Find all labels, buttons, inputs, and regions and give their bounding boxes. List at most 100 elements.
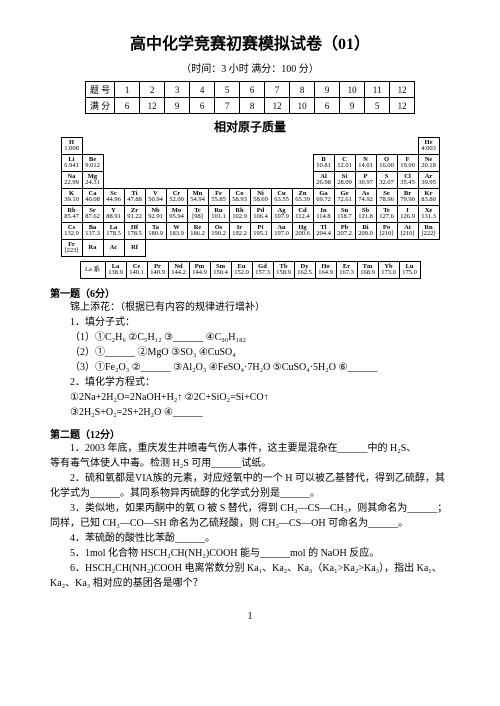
relative-mass-label: 相对原子质量 [50, 118, 450, 135]
score-table: 题 号 1 2 3 4 5 6 7 8 9 10 11 12 满 分 6 12 … [85, 81, 415, 114]
element-cell: Co58.93 [229, 189, 250, 206]
q2-heading: 第二题（12分） [50, 426, 450, 441]
element-cell: Re186.2 [187, 223, 208, 240]
q1-part1-label: 1．填分子式： [70, 315, 450, 330]
q1-eq1: ①2Na+2H₂O=2NaOH+H₂↑ ②2C+SiO₂=Si+CO↑ [70, 390, 450, 405]
element-cell: Eu152.0 [231, 262, 252, 279]
q2-p3b: 同样，已知 CH₃—CO—SH 命名为乙硫羟酸，则 CH₃—CS—OH 可命名为… [50, 516, 450, 531]
q2-p5: 5．1mol 化合物 HSCH₂CH(NH₂)COOH 能与______mol … [50, 546, 450, 561]
q2-p2b: 化学式为______。其同系物异丙硫醇的化学式分别是______。 [50, 486, 450, 501]
element-cell: Tl204.4 [313, 223, 334, 240]
element-cell: At[210] [397, 223, 418, 240]
element-cell: Pd106.4 [250, 206, 271, 223]
element-cell: Te127.6 [376, 206, 397, 223]
element-cell: Sc44.96 [103, 189, 124, 206]
element-cell: Kr83.80 [418, 189, 439, 206]
element-cell: Br79.90 [397, 189, 418, 206]
cell: 8 [240, 98, 265, 114]
cell: 8 [290, 82, 315, 98]
element-cell: Ra [82, 240, 103, 257]
page-number: 1 [50, 611, 450, 622]
lanth-row: La 系La138.9Ce140.1Pr140.9Nd144.2Pm144.9S… [80, 262, 420, 279]
element-cell: Sn118.7 [334, 206, 355, 223]
cell: 12 [140, 98, 165, 114]
cell: 5 [365, 98, 390, 114]
element-cell: Fr[223] [61, 240, 82, 257]
element-cell: S32.07 [376, 172, 397, 189]
element-cell: Si28.09 [334, 172, 355, 189]
cell: 2 [140, 82, 165, 98]
element-cell: In114.8 [313, 206, 334, 223]
q2-p6a: 6．HSCH₂CH(NH₂)COOH 电离常数分别 Ka₁、Ka₂、Ka₃（Ka… [50, 561, 450, 576]
q1-heading: 第一题（6分） [50, 285, 450, 300]
cell: 10 [340, 82, 365, 98]
periodic-row: Fr[223]RaAcRf [61, 240, 439, 257]
element-cell: Pt195.1 [250, 223, 271, 240]
cell: 7 [265, 82, 290, 98]
cell: 6 [315, 98, 340, 114]
element-cell: H1.008 [61, 138, 82, 155]
element-cell: Y88.91 [103, 206, 124, 223]
element-cell: Mo95.94 [166, 206, 187, 223]
page-title: 高中化学竞赛初赛模拟试卷（01） [50, 30, 450, 54]
element-cell: Dy162.5 [294, 262, 315, 279]
element-cell: Os190.2 [208, 223, 229, 240]
element-cell: Po[210] [376, 223, 397, 240]
subtitle: （时间：3 小时 满分：100 分） [50, 60, 450, 75]
cell: 3 [165, 82, 190, 98]
q2-p1b: 等有毒气体使人中毒。检测 H₂S 可用______试纸。 [50, 456, 450, 471]
periodic-row: Cs132.9Ba137.3La178.5Hf178.5Ta180.9W183.… [61, 223, 439, 240]
element-cell: C12.01 [334, 155, 355, 172]
element-cell: Xe131.3 [418, 206, 439, 223]
cell: 1 [115, 82, 140, 98]
element-cell: Tb158.9 [273, 262, 294, 279]
element-cell: Ar39.95 [418, 172, 439, 189]
element-cell: Cl35.45 [397, 172, 418, 189]
cell: 9 [315, 82, 340, 98]
element-cell: Ga69.72 [313, 189, 334, 206]
element-cell: Li6.941 [61, 155, 82, 172]
cell: 6 [115, 98, 140, 114]
element-cell: N14.01 [355, 155, 376, 172]
lanth-label: La 系 [80, 262, 105, 279]
periodic-row: Rb85.47Sr87.62Y88.91Zr91.22Nb92.91Mo95.9… [61, 206, 439, 223]
q1-eq2: ③2H₂S+O₂=2S+2H₂O ④______ [70, 405, 450, 420]
element-cell: Nb92.91 [145, 206, 166, 223]
element-cell: Er167.3 [336, 262, 357, 279]
element-cell: Mn54.94 [187, 189, 208, 206]
element-cell: Nd144.2 [168, 262, 189, 279]
element-cell: Zr91.22 [124, 206, 145, 223]
element-cell: Mg24.31 [82, 172, 103, 189]
lanthanide-row: La 系La138.9Ce140.1Pr140.9Nd144.2Pm144.9S… [80, 261, 421, 279]
element-cell: Al26.98 [313, 172, 334, 189]
periodic-row: K39.10Ca40.08Sc44.96Ti47.88V50.94Cr52.00… [61, 189, 439, 206]
cell: 6 [190, 98, 215, 114]
element-cell: Rb85.47 [61, 206, 82, 223]
element-cell: Ba137.3 [82, 223, 103, 240]
periodic-row: Li6.941Be9.012B10.81C12.01N14.01O16.00F1… [61, 155, 439, 172]
cell: 12 [390, 98, 415, 114]
element-cell: Ne20.18 [418, 155, 439, 172]
element-cell: Rf [124, 240, 145, 257]
element-cell: F19.00 [397, 155, 418, 172]
q2-p2a: 2．硫和氧都是VIA族的元素，对应烃氧中的一个 H 可以被乙基替代，得到乙硫醇，… [50, 471, 450, 486]
cell: 7 [215, 98, 240, 114]
cell: 9 [340, 98, 365, 114]
element-cell: Hg200.6 [292, 223, 313, 240]
element-cell: La138.9 [105, 262, 126, 279]
element-cell: V50.94 [145, 189, 166, 206]
element-cell: Yb173.0 [378, 262, 399, 279]
element-cell: B10.81 [313, 155, 334, 172]
element-cell: Cd112.4 [292, 206, 313, 223]
element-cell: Na22.99 [61, 172, 82, 189]
cell: 满 分 [85, 98, 114, 114]
element-cell: Ge72.61 [334, 189, 355, 206]
element-cell: As74.92 [355, 189, 376, 206]
cell: 4 [190, 82, 215, 98]
element-cell: Sb121.8 [355, 206, 376, 223]
element-cell: Ce140.1 [126, 262, 147, 279]
q2-p4: 4．苯硫酚的酸性比苯酚______。 [50, 531, 450, 546]
element-cell: Pb207.2 [334, 223, 355, 240]
q2-p6b: Ka₂、Ka₃ 相对应的基团各是哪个？ [50, 576, 450, 591]
element-cell: Ta180.9 [145, 223, 166, 240]
